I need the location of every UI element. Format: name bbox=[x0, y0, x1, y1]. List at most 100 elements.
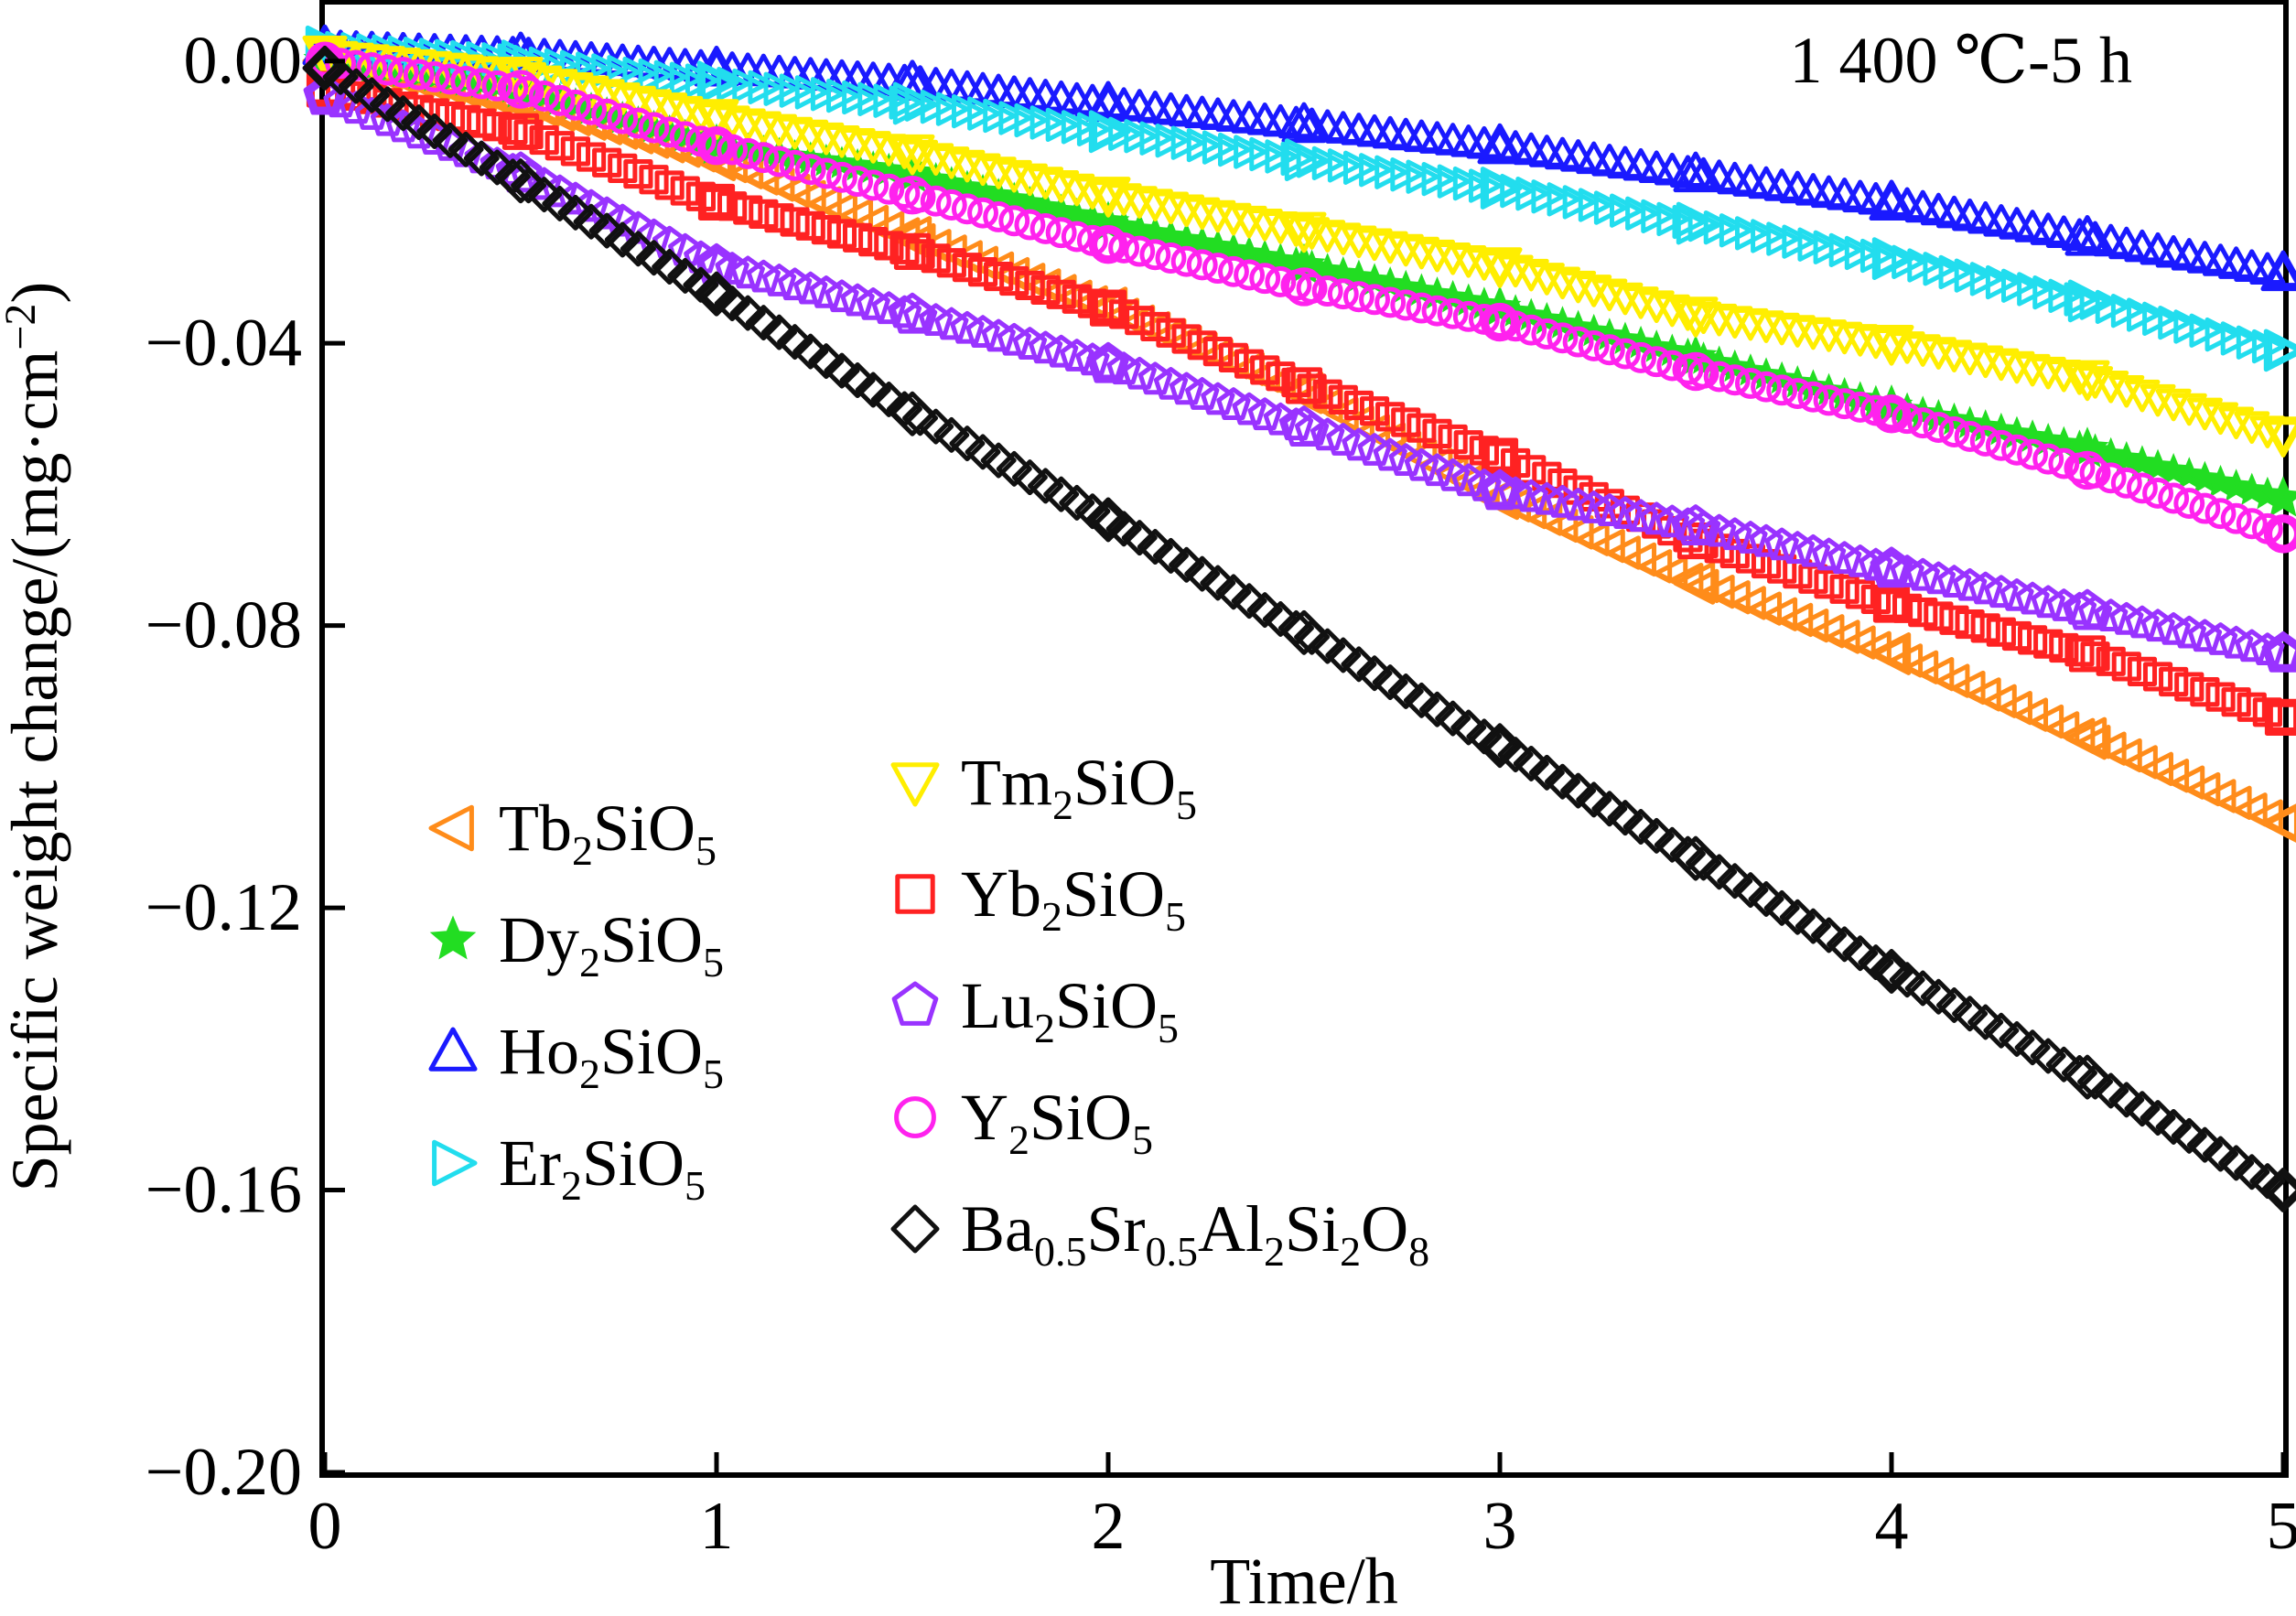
data-point bbox=[1341, 646, 1377, 683]
data-point-key bbox=[1869, 179, 1914, 221]
data-point-key bbox=[1086, 341, 1130, 383]
data-point bbox=[2189, 492, 2221, 524]
y-axis-title-exp: −2 bbox=[0, 304, 45, 350]
data-point bbox=[1904, 970, 1941, 1007]
data-point bbox=[1733, 521, 1768, 554]
data-point-key bbox=[1480, 302, 1520, 342]
data-point bbox=[1592, 493, 1627, 526]
data-point-key bbox=[501, 113, 540, 150]
data-point bbox=[1935, 986, 1972, 1023]
legend-item: Lu2SiO5 bbox=[891, 969, 1179, 1051]
legend-label: Ba0.5Sr0.5Al2Si2O8 bbox=[961, 1192, 1429, 1275]
data-point bbox=[450, 65, 482, 97]
data-point bbox=[920, 185, 952, 217]
data-point bbox=[714, 285, 750, 322]
data-point bbox=[670, 176, 700, 206]
data-point bbox=[418, 61, 450, 92]
data-point bbox=[1719, 364, 1751, 396]
series-Er2SiO5 bbox=[305, 25, 2296, 372]
legend-marker bbox=[895, 874, 935, 914]
data-point bbox=[622, 107, 654, 139]
data-point bbox=[1250, 355, 1280, 385]
data-point bbox=[2187, 619, 2223, 652]
data-point bbox=[874, 231, 904, 261]
data-point bbox=[1842, 935, 1879, 972]
data-point bbox=[1734, 368, 1766, 399]
data-point bbox=[2108, 1082, 2145, 1118]
legend-marker bbox=[429, 915, 477, 960]
data-point-key bbox=[1088, 224, 1128, 264]
x-tick-label: 1 bbox=[700, 1489, 734, 1564]
data-point bbox=[466, 68, 498, 100]
data-point bbox=[1827, 541, 1862, 575]
data-point bbox=[1749, 523, 1784, 557]
data-point bbox=[1498, 476, 1533, 510]
legend-label: Dy2SiO5 bbox=[499, 903, 724, 986]
data-point-key bbox=[501, 70, 541, 109]
data-point bbox=[1482, 473, 1517, 507]
data-point bbox=[1093, 293, 1124, 323]
annotation-label: 1 400 ℃-5 h bbox=[1789, 24, 2132, 97]
data-point bbox=[1155, 242, 1187, 274]
data-point bbox=[1829, 574, 1859, 604]
data-point bbox=[2045, 1046, 2082, 1083]
data-point bbox=[401, 104, 437, 141]
data-point bbox=[996, 450, 1032, 487]
data-point bbox=[2032, 443, 2064, 475]
data-point bbox=[2049, 632, 2079, 663]
data-point bbox=[1184, 555, 1221, 592]
data-point bbox=[1497, 737, 1534, 773]
data-point bbox=[1187, 330, 1217, 361]
data-point bbox=[1813, 384, 1845, 416]
data-point bbox=[1484, 441, 1515, 471]
data-point bbox=[1105, 511, 1142, 547]
data-point bbox=[604, 221, 641, 258]
data-point bbox=[1218, 342, 1249, 372]
data-point bbox=[764, 203, 794, 233]
data-point bbox=[839, 362, 876, 399]
data-point bbox=[1422, 418, 1452, 448]
data-point-key bbox=[2064, 716, 2107, 760]
data-point bbox=[1952, 996, 1989, 1032]
data-point-key bbox=[1285, 367, 1323, 404]
data-point bbox=[1532, 461, 1562, 491]
data-point-key bbox=[694, 271, 739, 317]
data-point bbox=[608, 153, 638, 184]
data-point bbox=[416, 113, 453, 149]
data-point bbox=[623, 158, 653, 189]
data-point bbox=[1435, 700, 1471, 737]
data-point bbox=[620, 231, 656, 267]
data-point bbox=[733, 195, 763, 225]
data-point bbox=[1450, 709, 1487, 746]
data-point bbox=[479, 149, 515, 186]
data-point bbox=[1407, 413, 1437, 443]
data-point bbox=[1779, 899, 1816, 935]
data-point-key bbox=[1282, 405, 1326, 447]
data-point bbox=[1121, 520, 1158, 556]
data-point bbox=[1403, 682, 1439, 718]
data-point bbox=[1874, 551, 1909, 585]
data-point bbox=[1764, 527, 1799, 561]
axes-layer: 0 1 2 3 4 5 0.00 −0.04 −0.08 −0.12 −0.16 −0.20 bbox=[146, 24, 2296, 1564]
data-point-key bbox=[2260, 416, 2296, 458]
data-point bbox=[2220, 502, 2252, 534]
data-point bbox=[795, 210, 825, 241]
data-point bbox=[1359, 284, 1390, 316]
data-point bbox=[1719, 538, 1750, 569]
data-point bbox=[808, 343, 845, 380]
data-point bbox=[639, 165, 669, 195]
data-point bbox=[1999, 1021, 2035, 1058]
data-point bbox=[1938, 416, 1970, 447]
data-point bbox=[1266, 361, 1296, 392]
data-point-key bbox=[1480, 167, 1523, 210]
data-point-key bbox=[1284, 267, 1324, 307]
y-axis-title-main: Specific weight change/(mg·cm bbox=[0, 350, 71, 1192]
data-point bbox=[1562, 326, 1594, 358]
data-point bbox=[998, 205, 1030, 237]
data-point-key bbox=[1673, 835, 1719, 881]
data-point-key bbox=[1869, 325, 1914, 366]
data-point-key bbox=[1870, 383, 1913, 426]
data-point bbox=[1890, 555, 1924, 587]
data-point bbox=[1593, 334, 1625, 366]
data-point bbox=[2014, 1029, 2051, 1066]
